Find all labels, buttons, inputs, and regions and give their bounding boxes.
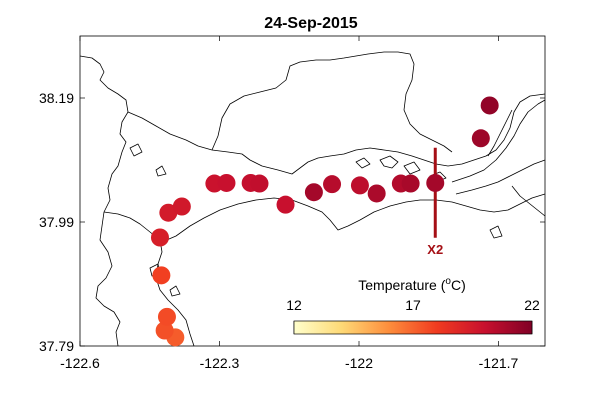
x2-marker-label: X2 [427,242,443,257]
marsh-fragment-1 [379,155,399,169]
map-plot-area: X2 [79,35,546,347]
colorbar-tick-label: 22 [524,297,540,313]
temperature-point [471,129,490,148]
temperature-point [350,176,369,195]
colorbar: Temperature (oC) 12 17 22 [286,276,540,335]
temperature-point [323,175,342,194]
temperature-points [150,96,499,347]
x-tick-label: -121.7 [479,355,519,371]
coastline-north-lobe [211,51,453,153]
marsh-fragment-6 [169,285,181,297]
colorbar-label: Temperature (oC) [358,276,466,293]
y-tick-label: 37.99 [39,214,74,230]
temperature-point [155,321,174,340]
temperature-point [150,228,169,247]
coastline-west [79,55,129,347]
y-axis-ticks: 37.79 37.99 38.19 [39,90,545,354]
temperature-point [367,184,386,203]
delta-channel-1 [451,99,546,183]
temperature-point [480,96,499,115]
temperature-point [250,174,269,193]
plot-frame [79,35,546,347]
marsh-fragment-8 [129,143,143,157]
figure-title: 24-Sep-2015 [264,15,357,32]
temperature-point [152,266,171,285]
marsh-fragment-7 [489,225,503,239]
temperature-point [172,197,191,216]
temperature-point [401,174,420,193]
x-tick-label: -122.3 [200,355,240,371]
y-tick-label: 37.79 [39,338,74,354]
x-axis-ticks: -122.6 -122.3 -122 -121.7 [60,36,519,371]
colorbar-bar [293,320,533,335]
coastline-north-bay [127,93,546,175]
delta-channel-3 [487,109,513,157]
temperature-point [159,203,178,222]
coastline [79,51,546,347]
coastline-south [161,193,546,243]
temperature-point [157,307,176,326]
x-tick-label: -122 [345,355,373,371]
colorbar-label-superscript: o [445,276,451,287]
marsh-fragment-9 [155,165,167,177]
marsh-fragment-2 [403,161,421,175]
temperature-point [426,173,445,192]
marsh-fragment-3 [355,157,371,169]
delta-channel-4 [511,185,546,217]
delta-channel-2 [455,159,546,195]
colorbar-tick-label: 12 [286,297,302,313]
temperature-point [276,195,295,214]
x-tick-label: -122.6 [60,355,100,371]
temperature-point [217,173,236,192]
x2-marker: X2 [427,147,443,257]
colorbar-tick-label: 17 [405,297,421,313]
y-tick-label: 38.19 [39,90,74,106]
temperature-point [304,183,323,202]
